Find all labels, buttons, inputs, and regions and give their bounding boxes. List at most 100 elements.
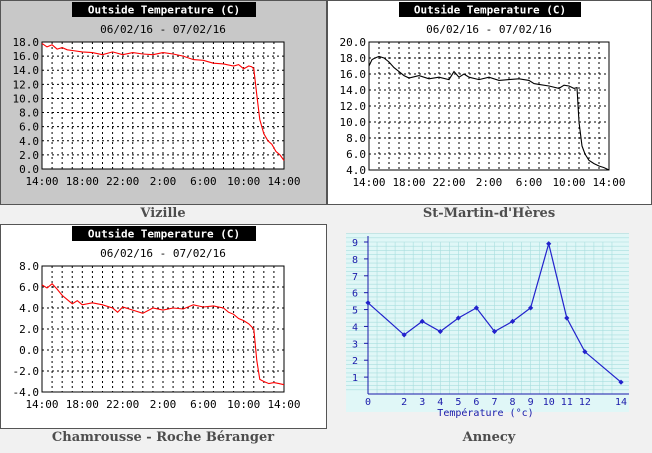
x-tick-label: 14:00 [592,176,625,189]
x-tick-label: 2:00 [476,176,503,189]
x-tick-label: 14:00 [25,175,58,188]
y-tick-label: 8.0 [19,107,39,120]
temperature-line [41,283,285,386]
caption-vizille: Vizille [140,206,186,221]
y-tick-label: 16.0 [13,50,40,63]
x-axis-label: Température (°c) [437,407,533,419]
y-tick-label: -4.0 [13,386,40,399]
chart-title: Outside Temperature (C) [88,228,240,241]
chart-st-martin-svg: Outside Temperature (C) 06/02/16 - 07/02/… [327,0,652,205]
x-tick-label: 22:00 [432,176,465,189]
y-tick-label: 6.0 [346,148,366,161]
title-bar [72,2,256,17]
caption-annecy: Annecy [462,430,516,445]
title-bar [399,2,581,17]
x-tick-label: 2:00 [150,175,177,188]
x-tick-label: 18:00 [66,175,99,188]
x-tick-label: 6 [473,397,479,408]
y-tick-label: 8 [352,255,358,266]
y-tick-label: 4.0 [19,135,39,148]
y-tick-label: 1 [352,373,358,384]
caption-st-martin: St-Martin-d'Hères [422,206,556,221]
y-tick-label: 0.0 [19,163,39,176]
x-tick-label: 10:00 [227,398,260,411]
y-tick-label: 6.0 [19,121,39,134]
y-tick-label: 2.0 [19,323,39,336]
y-tick-label: 8.0 [346,132,366,145]
chart-subtitle: 06/02/16 - 07/02/16 [100,23,226,36]
x-tick-label: 18:00 [392,176,425,189]
x-tick-label: 10:00 [552,176,585,189]
y-tick-label: 14.0 [340,84,367,97]
y-tick-label: 6 [352,289,358,300]
x-tick-label: 8 [510,397,516,408]
y-tick-label: 0.0 [19,344,39,357]
y-tick-label: -2.0 [13,365,40,378]
y-tick-label: 7 [352,272,358,283]
temperature-line [41,42,285,161]
chart-vizille: Outside Temperature (C) 06/02/16 - 07/02/… [0,0,327,205]
x-tick-label: 14:00 [25,398,58,411]
y-tick-label: 2.0 [19,149,39,162]
x-tick-label: 22:00 [106,175,139,188]
y-tick-label: 16.0 [340,68,367,81]
x-tick-label: 7 [491,397,497,408]
y-tick-label: 12.0 [340,100,367,113]
y-tick-label: 18.0 [340,52,367,65]
x-tick-label: 14:00 [352,176,385,189]
caption-chamrousse: Chamrousse - Roche Béranger [51,430,275,445]
chart-vizille-svg: Outside Temperature (C) 06/02/16 - 07/02/… [0,0,327,205]
y-tick-label: 18.0 [13,36,40,49]
x-tick-label: 4 [437,397,443,408]
x-tick-label: 14 [615,397,627,408]
x-tick-label: 0 [365,397,371,408]
y-tick-label: 4.0 [346,164,366,177]
chart-title: Outside Temperature (C) [414,4,566,17]
x-tick-label: 2:00 [150,398,177,411]
x-tick-label: 9 [528,397,534,408]
x-tick-label: 10:00 [227,175,260,188]
x-tick-label: 22:00 [106,398,139,411]
x-tick-label: 2 [401,397,407,408]
x-tick-label: 12 [579,397,591,408]
title-bar [72,226,256,241]
temperature-line [368,55,610,171]
chart-st-martin: Outside Temperature (C) 06/02/16 - 07/02/… [327,0,652,205]
data-point [528,305,534,311]
x-tick-label: 18:00 [66,398,99,411]
y-tick-label: 10.0 [13,92,40,105]
x-tick-label: 6:00 [190,398,217,411]
chart-subtitle: 06/02/16 - 07/02/16 [100,247,226,260]
y-tick-label: 10.0 [340,116,367,129]
chart-chamrousse-svg: Outside Temperature (C) 06/02/16 - 07/02/… [0,224,327,429]
y-tick-label: 5 [352,306,358,317]
y-tick-label: 2 [352,356,358,367]
y-tick-label: 12.0 [13,78,40,91]
x-tick-label: 6:00 [190,175,217,188]
y-tick-label: 20.0 [340,36,367,49]
y-tick-label: 8.0 [19,260,39,273]
x-tick-label: 3 [419,397,425,408]
data-point [455,315,461,321]
y-tick-label: 9 [352,238,358,249]
x-tick-label: 11 [561,397,573,408]
chart-subtitle: 06/02/16 - 07/02/16 [426,23,552,36]
y-tick-label: 4 [352,322,358,333]
x-tick-label: 5 [455,397,461,408]
x-tick-label: 14:00 [267,175,300,188]
data-point [437,328,443,335]
y-tick-label: 14.0 [13,64,40,77]
chart-title: Outside Temperature (C) [88,4,240,17]
x-tick-label: 10 [543,397,555,408]
y-tick-label: 4.0 [19,302,39,315]
data-point [491,328,498,335]
y-tick-label: 3 [352,339,358,350]
data-point [564,315,570,321]
plot-area [41,41,285,170]
chart-chamrousse: Outside Temperature (C) 06/02/16 - 07/02/… [0,224,327,429]
data-point [365,300,371,306]
x-tick-label: 6:00 [516,176,543,189]
y-tick-label: 6.0 [19,281,39,294]
x-tick-label: 14:00 [267,398,300,411]
